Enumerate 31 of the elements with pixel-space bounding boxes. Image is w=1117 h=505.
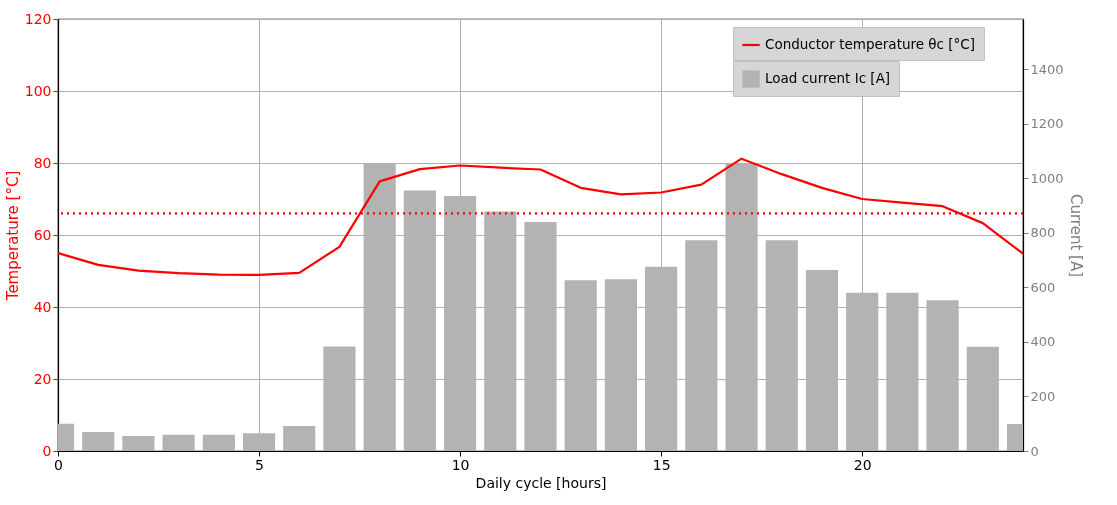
y2-tick-label: 800: [1030, 225, 1056, 241]
line-series: [58, 157, 1023, 277]
y-tick-label: 0: [42, 442, 52, 459]
y2-tick-label: 0: [1030, 443, 1039, 459]
y2-tick-label: 200: [1030, 388, 1056, 404]
y2-axis-title: Current [A]: [1066, 193, 1085, 278]
bar: [283, 425, 316, 451]
x-tick-label: 5: [255, 456, 264, 473]
bar: [162, 434, 195, 451]
x-axis-title: Daily cycle [hours]: [475, 474, 607, 491]
y-tick-label: 60: [33, 226, 52, 243]
y-axis-title: Temperature [°C]: [3, 170, 22, 302]
y-tick-label: 120: [24, 10, 52, 27]
x-tick-label: 10: [451, 456, 470, 473]
y2-tick-label: 1400: [1030, 61, 1064, 77]
legend-label: Load current Ic [A]: [765, 70, 891, 86]
x-tick-label: 20: [853, 456, 872, 473]
bar: [202, 434, 235, 451]
y-tick-label: 100: [24, 82, 52, 99]
y-tick-label: 20: [33, 370, 52, 387]
legend-label: Conductor temperature θc [°C]: [765, 36, 976, 52]
y-tick-label: 40: [33, 298, 52, 315]
y-tick-label: 80: [33, 154, 52, 171]
bar: [82, 431, 115, 451]
y2-tick-label: 400: [1030, 334, 1056, 350]
x-tick-label: 0: [54, 456, 63, 473]
y2-tick-label: 1000: [1030, 170, 1064, 186]
y2-tick-label: 1200: [1030, 116, 1064, 132]
y2-tick-label: 600: [1030, 279, 1056, 295]
x-tick-label: 15: [652, 456, 671, 473]
bar: [122, 436, 155, 451]
